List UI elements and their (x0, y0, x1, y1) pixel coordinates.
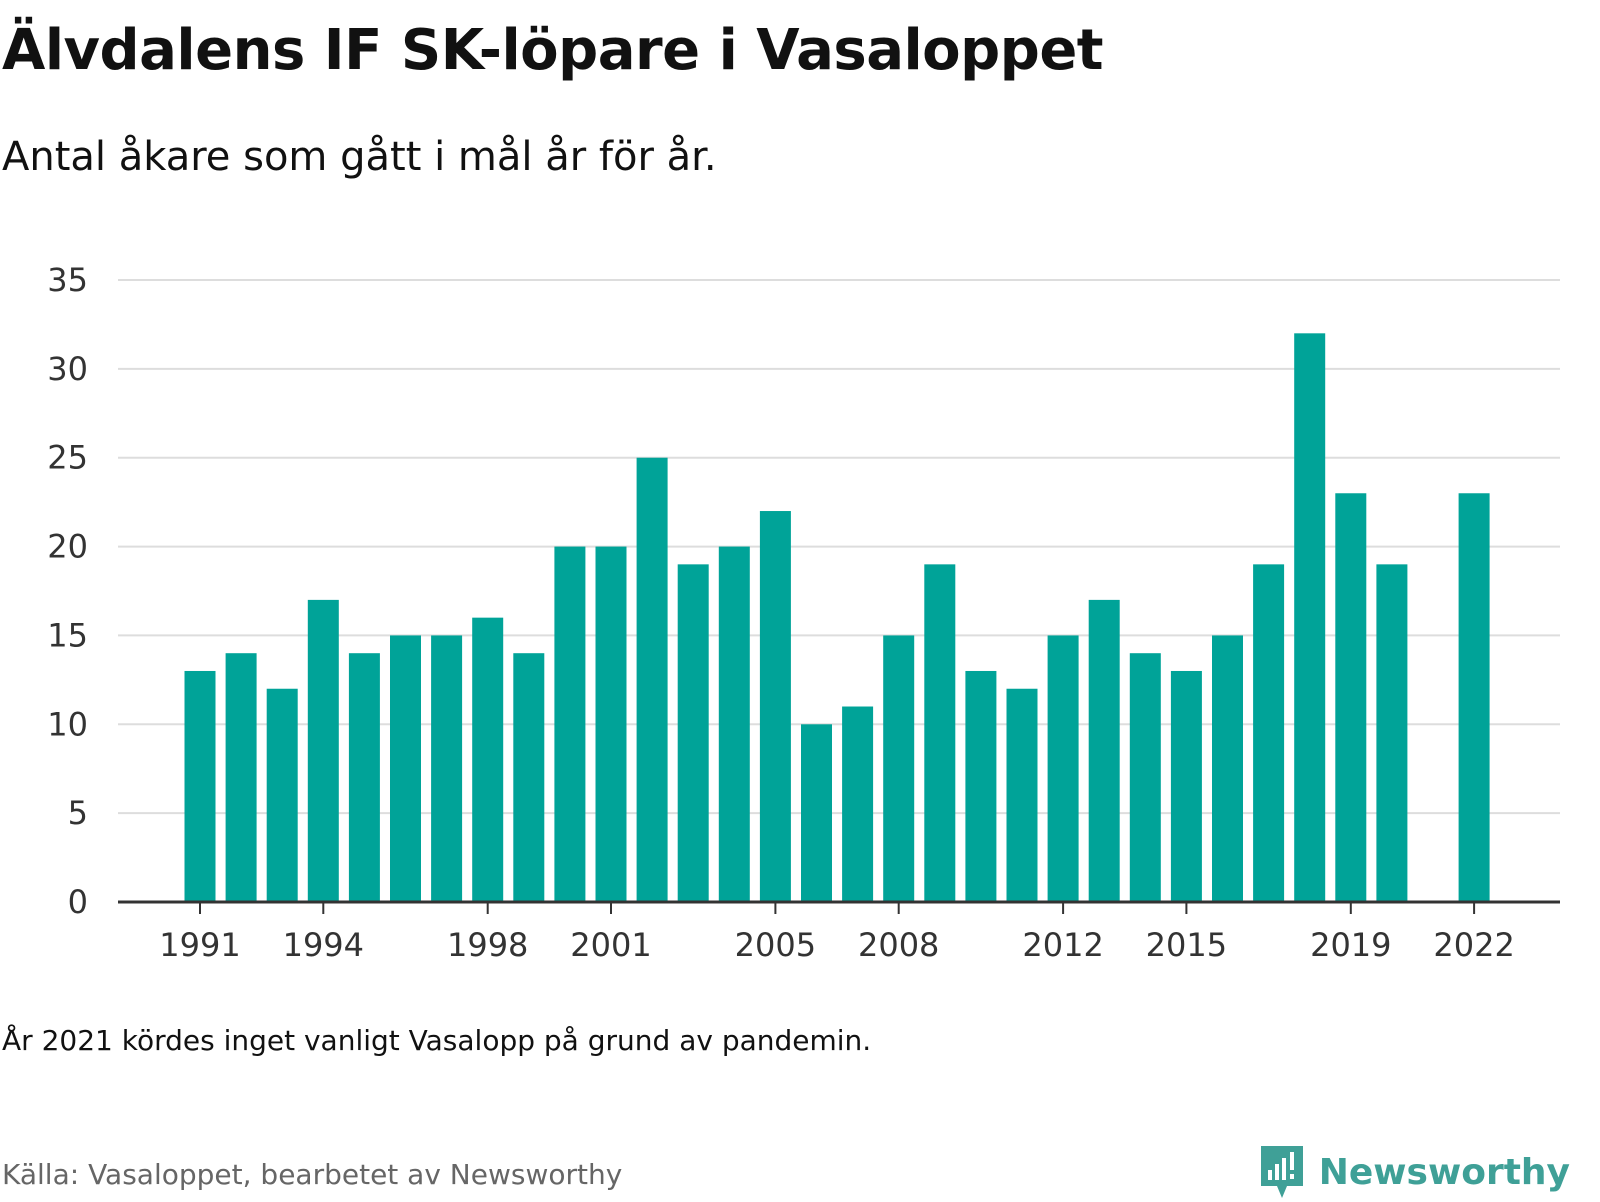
y-tick-label: 25 (47, 439, 88, 477)
bar-2014 (1129, 653, 1161, 902)
bar-2015 (1170, 670, 1202, 902)
bar-1994 (307, 599, 339, 902)
chart-title: Älvdalens IF SK-löpare i Vasaloppet (2, 18, 1104, 83)
y-tick-label: 20 (47, 528, 88, 566)
bar-2003 (677, 564, 709, 902)
bar-2011 (1006, 688, 1038, 902)
x-axis-ticks: 1991 1994 1998 2001 2005 2008 2012 2015 2019 2022 (159, 902, 1515, 964)
bars (184, 333, 1490, 902)
source-credit: Källa: Vasaloppet, bearbetet av Newswort… (2, 1158, 623, 1191)
y-tick-label: 0 (68, 883, 88, 921)
x-tick-label: 2022 (1433, 926, 1514, 964)
x-tick-label: 2008 (858, 926, 939, 964)
x-tick-label: 2012 (1022, 926, 1103, 964)
bar-2019 (1335, 493, 1367, 902)
bar-2020 (1376, 564, 1408, 902)
y-axis-ticks: 0 5 10 15 20 25 30 35 (47, 261, 88, 921)
bar-1997 (431, 635, 463, 902)
brand-name: Newsworthy (1318, 1151, 1570, 1193)
bar-2017 (1253, 564, 1285, 902)
y-tick-label: 35 (47, 261, 88, 299)
y-tick-label: 10 (47, 705, 88, 743)
bar-2007 (842, 706, 874, 902)
x-tick-label: 2015 (1146, 926, 1227, 964)
bar-1993 (266, 688, 298, 902)
x-tick-label: 2001 (570, 926, 651, 964)
bar-1992 (225, 653, 257, 902)
bar-1996 (390, 635, 421, 902)
x-tick-label: 2019 (1310, 926, 1391, 964)
newsworthy-logo-icon (1260, 1146, 1303, 1198)
bar-2012 (1047, 635, 1079, 902)
bar-2001 (595, 546, 627, 902)
brand-logo: Newsworthy (1257, 1142, 1570, 1202)
bar-1999 (513, 653, 545, 902)
chart-subtitle: Antal åkare som gått i mål år för år. (2, 134, 717, 180)
x-tick-label: 1998 (447, 926, 528, 964)
bar-2000 (554, 546, 586, 902)
bar-2018 (1294, 333, 1326, 902)
x-tick-label: 2005 (735, 926, 816, 964)
bar-2002 (636, 457, 668, 902)
bar-1991 (184, 670, 216, 902)
x-tick-label: 1994 (283, 926, 364, 964)
footnote: År 2021 kördes inget vanligt Vasalopp på… (2, 1024, 872, 1057)
bar-2010 (965, 670, 997, 902)
bar-2009 (924, 564, 956, 902)
bar-chart: 0 5 10 15 20 25 30 35 1991 1994 1998 2001 2005 2008 2… (47, 261, 1560, 964)
bar-2005 (759, 511, 791, 902)
bar-1995 (348, 653, 380, 902)
bar-2016 (1212, 635, 1243, 902)
bar-2006 (801, 724, 832, 902)
y-tick-label: 15 (47, 616, 88, 654)
y-tick-label: 30 (47, 350, 88, 388)
bar-1998 (472, 617, 504, 902)
bar-2022 (1458, 493, 1490, 902)
bar-2004 (718, 546, 750, 902)
x-tick-label: 1991 (159, 926, 240, 964)
bar-2013 (1088, 599, 1120, 902)
y-tick-label: 5 (68, 794, 88, 832)
bar-2008 (883, 635, 915, 902)
